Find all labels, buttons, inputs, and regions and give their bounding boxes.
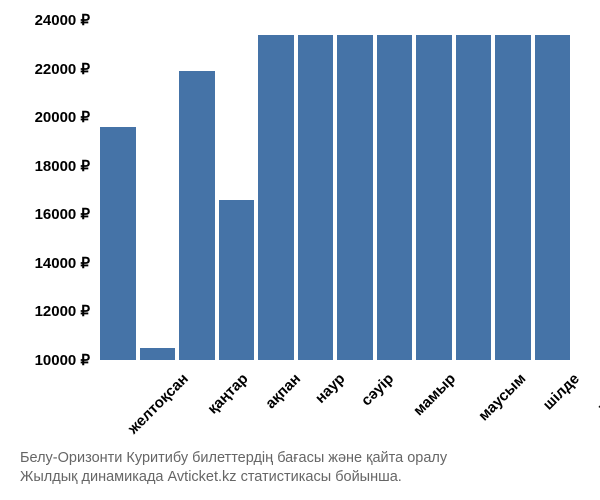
y-tick-label: 16000 ₽ [35,205,90,223]
x-tick-label: маусым [475,366,533,424]
bar [535,35,571,360]
bar [377,35,413,360]
caption-line-1: Белу-Оризонти Куритибу билеттердің бағас… [20,450,447,466]
x-tick-label: мамыр [410,366,463,419]
x-tick-label: наур [312,366,353,407]
x-tick-label: шілде [540,366,587,413]
bar [219,200,255,360]
y-tick-label: 22000 ₽ [35,60,90,78]
plot-area: 10000 ₽12000 ₽14000 ₽16000 ₽18000 ₽20000… [100,20,570,360]
y-axis: 10000 ₽12000 ₽14000 ₽16000 ₽18000 ₽20000… [20,20,95,360]
bar [140,348,176,360]
y-tick-label: 10000 ₽ [35,351,90,369]
y-tick-label: 12000 ₽ [35,302,90,320]
x-tick-label: ақпан [262,366,308,412]
caption: Белу-Оризонти Куритибу билеттердің бағас… [20,449,580,488]
bar [258,35,294,360]
bar [100,127,136,360]
bars-group [100,20,570,360]
bar [456,35,492,360]
y-tick-label: 24000 ₽ [35,11,90,29]
bar [495,35,531,360]
x-tick-label: желтоқсан [125,366,196,437]
x-tick-label: сәуір [358,366,401,409]
bar [416,35,452,360]
caption-line-2: Жылдық динамикада Avticket.kz статистика… [20,469,402,485]
chart-container: 10000 ₽ 12000 ₽ 14000 ₽ 16000 ₽ 18000 ₽ 20000… [0,0,600,500]
y-tick-label: 20000 ₽ [35,108,90,126]
y-tick-label: 18000 ₽ [35,157,90,175]
y-tick-label: 14000 ₽ [35,254,90,272]
x-axis: желтоқсанқаңтарақпаннаурсәуірмамырмаусым… [100,364,570,381]
x-tick-label: қаңтар [204,366,255,417]
x-tick-label: тамыз [595,366,600,416]
bar [337,35,373,360]
bar [298,35,334,360]
bar [179,71,215,360]
